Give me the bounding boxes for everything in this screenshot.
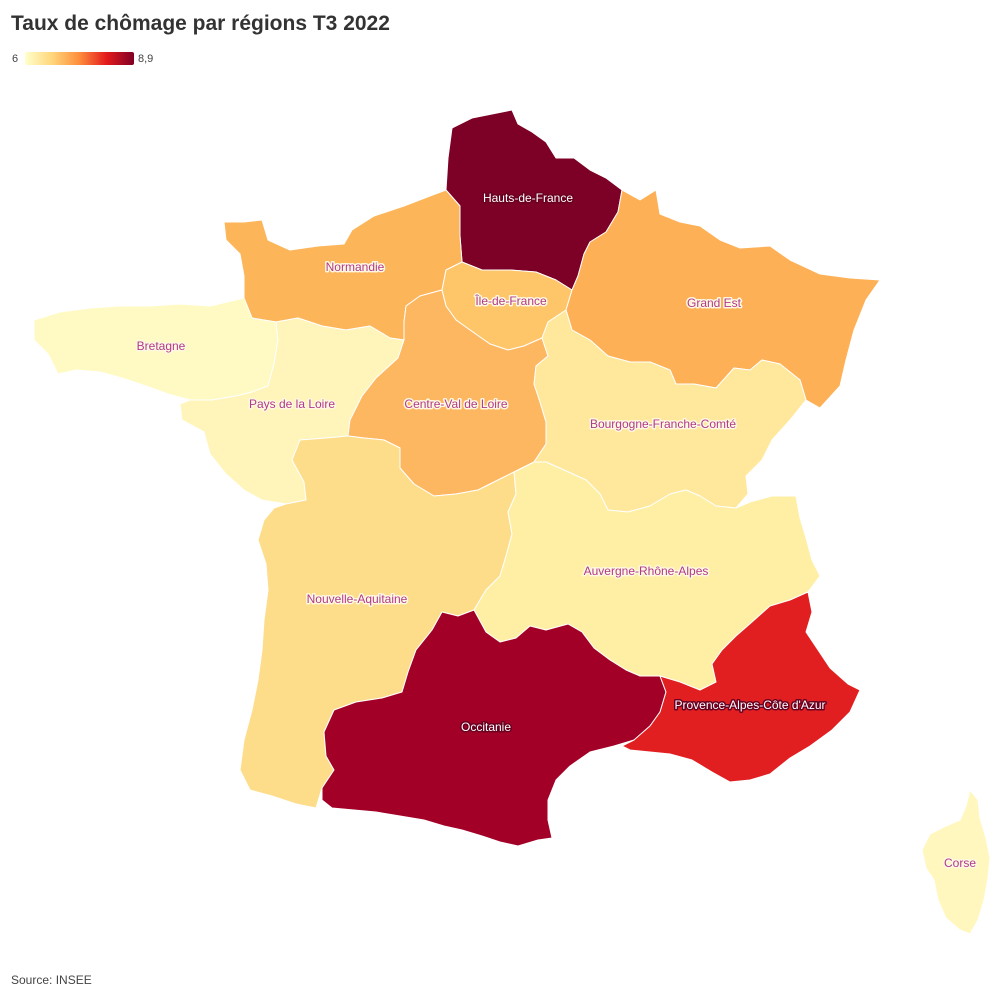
label-ile-de-france: Île-de-France [474, 293, 547, 308]
legend-min-label: 6 [12, 53, 19, 65]
label-grand-est: Grand Est [687, 296, 742, 310]
region-provence-alpes-cote-dazur[interactable] [621, 591, 861, 783]
map-title: Taux de chômage par régions T3 2022 [11, 12, 390, 35]
label-pays-de-la-loire: Pays de la Loire [249, 397, 335, 411]
label-bourgogne-franche-comte: Bourgogne-Franche-Comté [590, 417, 736, 431]
label-normandie: Normandie [326, 260, 385, 274]
label-bretagne: Bretagne [137, 339, 186, 353]
label-hauts-de-france: Hauts-de-France [483, 191, 573, 205]
label-auvergne-rhone-alpes: Auvergne-Rhône-Alpes [584, 564, 709, 578]
region-corse[interactable] [921, 789, 991, 935]
legend-gradient-bar [25, 52, 134, 65]
color-legend: 6 8,9 [12, 50, 172, 70]
legend-max-label: 8,9 [138, 53, 154, 65]
region-occitanie[interactable] [321, 609, 667, 847]
label-centre-val-de-loire: Centre-Val de Loire [404, 397, 507, 411]
label-occitanie: Occitanie [461, 720, 511, 734]
source-note: Source: INSEE [11, 973, 92, 987]
label-provence-alpes-cote-dazur: Provence-Alpes-Côte d'Azur [674, 698, 825, 712]
label-nouvelle-aquitaine: Nouvelle-Aquitaine [307, 592, 408, 606]
region-labels-layer: Hauts-de-France Normandie Île-de-France … [135, 190, 978, 872]
label-corse: Corse [944, 856, 976, 870]
regions-layer [33, 109, 991, 935]
